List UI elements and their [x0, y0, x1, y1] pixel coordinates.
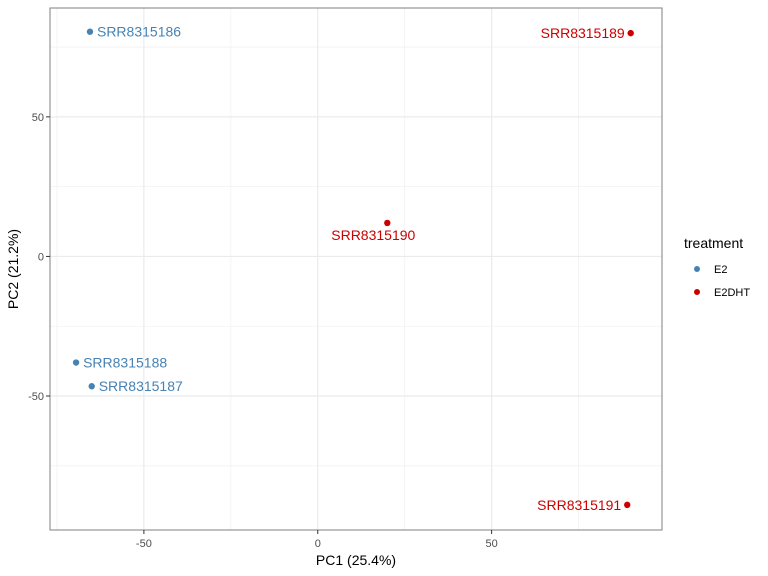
- x-tick-label: -50: [136, 538, 152, 550]
- point-label: SRR8315189: [541, 25, 625, 41]
- point-label: SRR8315188: [83, 355, 167, 371]
- y-axis-title: PC2 (21.2%): [5, 229, 21, 309]
- y-tick-label: 50: [32, 112, 44, 124]
- data-point: [88, 383, 95, 390]
- x-tick-label: 0: [315, 538, 321, 550]
- y-tick-label: 0: [38, 251, 44, 263]
- y-tick-label: -50: [28, 391, 44, 403]
- data-point: [72, 359, 80, 366]
- data-point: [384, 219, 391, 227]
- point-label: SRR8315186: [97, 24, 181, 40]
- legend-label: E2: [714, 264, 727, 276]
- x-axis-title: PC1 (25.4%): [316, 552, 396, 568]
- legend-key: [694, 266, 700, 272]
- data-point: [627, 29, 634, 37]
- point-labels: SRR8315186 SRR8315188 SRR8315187 SRR8315189…: [83, 24, 625, 513]
- point-label: SRR8315191: [537, 497, 621, 513]
- data-point: [624, 501, 631, 509]
- data-point: [86, 28, 94, 35]
- legend-key: [694, 289, 700, 295]
- x-tick-label: 50: [485, 538, 497, 550]
- legend-label: E2DHT: [714, 287, 750, 299]
- grid-major: [50, 8, 662, 530]
- legend-items: E2 E2DHT: [694, 264, 750, 299]
- y-axis-ticks: -50 0 50: [28, 112, 50, 403]
- point-label: SRR8315187: [99, 378, 183, 394]
- panel-background: [50, 8, 662, 530]
- legend: treatment E2 E2DHT: [684, 235, 750, 299]
- panel-border: [49, 7, 663, 531]
- grid-minor: [50, 8, 662, 530]
- legend-title: treatment: [684, 235, 743, 251]
- x-axis-ticks: -50 0 50: [136, 530, 498, 550]
- point-label: SRR8315190: [331, 227, 415, 243]
- data-points: [72, 28, 634, 509]
